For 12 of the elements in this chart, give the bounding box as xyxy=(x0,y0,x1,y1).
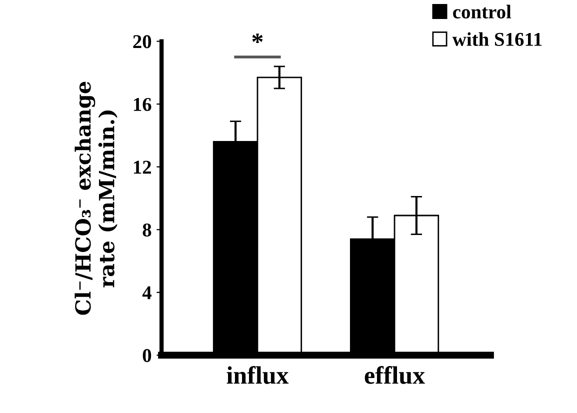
legend-label: control xyxy=(453,4,512,18)
y-tick-label: 0 xyxy=(142,348,152,362)
y-axis-title: Cl⁻/HCO₃⁻ exchange rate (mM/min.) xyxy=(74,82,118,315)
y-tick-label: 16 xyxy=(134,98,152,112)
annotation: * xyxy=(252,34,263,44)
y-tick-label: 12 xyxy=(134,160,151,174)
legend-label: with S1611 xyxy=(452,32,542,46)
y-tick-label: 4 xyxy=(142,286,152,300)
y-tick-label: 20 xyxy=(133,35,152,48)
x-tick-label: efflux xyxy=(364,366,425,384)
y-tick-label: 8 xyxy=(142,223,152,237)
x-tick-label: influx xyxy=(226,366,289,384)
